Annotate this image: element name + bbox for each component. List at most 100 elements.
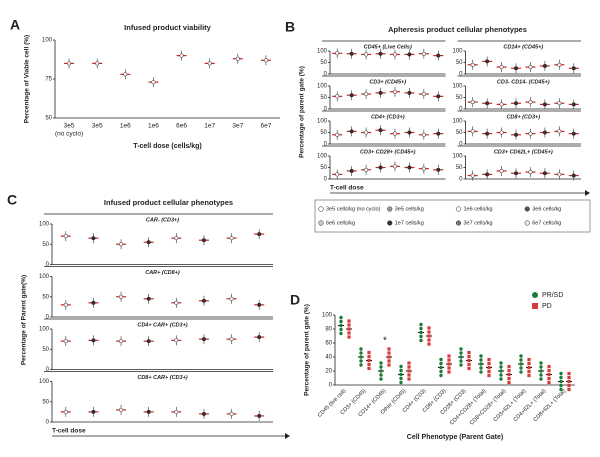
dot-group bbox=[120, 69, 131, 80]
x-axis-label: T-cell dose (cells/kg) bbox=[133, 143, 201, 150]
y-tick-label: 40 bbox=[325, 355, 332, 361]
y-tick-label: 0 bbox=[459, 72, 463, 78]
point bbox=[229, 337, 234, 342]
point bbox=[91, 338, 96, 343]
dot-group bbox=[518, 354, 524, 374]
legend-label: 3e5 cells/kg (no cyclo) bbox=[326, 206, 381, 212]
panel-letter: D bbox=[290, 292, 300, 308]
y-tick-label: 0 bbox=[46, 367, 50, 373]
point bbox=[119, 294, 124, 299]
y-tick-label: 100 bbox=[452, 49, 463, 55]
point bbox=[499, 365, 503, 369]
point bbox=[485, 131, 490, 136]
dot-group bbox=[171, 233, 182, 244]
dot-group bbox=[426, 326, 432, 346]
point bbox=[335, 94, 340, 99]
dot-group bbox=[332, 129, 343, 140]
dot-group bbox=[466, 350, 472, 371]
point bbox=[559, 379, 563, 384]
point bbox=[419, 322, 423, 327]
dot-group bbox=[418, 89, 429, 100]
dot-group bbox=[389, 128, 400, 139]
dot-group bbox=[467, 170, 478, 181]
point bbox=[407, 165, 412, 170]
point bbox=[201, 238, 206, 243]
point bbox=[174, 338, 179, 343]
point bbox=[179, 53, 184, 58]
point bbox=[201, 298, 206, 303]
point bbox=[339, 331, 343, 336]
dot-group bbox=[482, 128, 493, 139]
point bbox=[547, 376, 551, 381]
dot-group bbox=[538, 361, 544, 381]
dot-group bbox=[511, 63, 522, 74]
point bbox=[347, 323, 351, 327]
point bbox=[123, 72, 128, 77]
point bbox=[119, 339, 124, 344]
point bbox=[392, 164, 398, 169]
dot-group bbox=[554, 169, 565, 180]
dot-group bbox=[498, 361, 504, 381]
point bbox=[559, 375, 563, 380]
y-tick-label: 0 bbox=[459, 177, 463, 183]
point bbox=[407, 373, 411, 377]
point bbox=[527, 369, 531, 374]
dot-group bbox=[92, 58, 103, 69]
dot-group bbox=[358, 347, 364, 367]
point bbox=[567, 387, 571, 392]
dot-group bbox=[226, 408, 237, 419]
dot-group bbox=[88, 233, 99, 244]
point bbox=[519, 358, 523, 362]
y-tick-label: 100 bbox=[317, 84, 328, 90]
dot-group bbox=[566, 371, 572, 392]
point bbox=[547, 372, 551, 377]
point bbox=[439, 365, 443, 370]
subplot-title: CD8+ (CD3+) bbox=[506, 114, 540, 120]
point bbox=[407, 365, 411, 369]
point bbox=[399, 380, 403, 385]
dot-group bbox=[60, 406, 71, 417]
point bbox=[519, 370, 523, 374]
panel-letter: A bbox=[10, 17, 20, 33]
point bbox=[364, 92, 369, 97]
point bbox=[436, 167, 441, 172]
subplot-title: CD14+ (CD45+) bbox=[503, 44, 543, 50]
legend-label: PR/SD bbox=[542, 292, 563, 299]
y-tick-label: 50 bbox=[42, 399, 49, 405]
point bbox=[527, 357, 531, 362]
x-tick-label: 3e5 bbox=[92, 123, 103, 130]
point bbox=[151, 80, 156, 85]
annotation: * bbox=[383, 336, 387, 347]
point bbox=[229, 296, 234, 301]
dot-group bbox=[568, 128, 579, 139]
point bbox=[439, 361, 443, 366]
point bbox=[378, 90, 383, 95]
dot-group bbox=[418, 163, 429, 174]
legend-label: 3e5 cells/kg bbox=[395, 206, 424, 212]
point bbox=[421, 166, 426, 171]
dot-group bbox=[404, 127, 415, 138]
point bbox=[407, 52, 412, 57]
point bbox=[436, 94, 441, 99]
point bbox=[407, 377, 411, 381]
point bbox=[379, 361, 383, 365]
dot-group bbox=[346, 165, 357, 176]
y-tick-label: 20 bbox=[325, 369, 332, 375]
y-tick-label: 0 bbox=[46, 262, 50, 268]
point bbox=[339, 315, 343, 320]
chart-title: Apheresis product cellular phenotypes bbox=[388, 25, 527, 34]
y-tick-label: 50 bbox=[456, 165, 463, 171]
legend-swatch bbox=[318, 220, 324, 226]
point bbox=[487, 373, 491, 378]
point bbox=[513, 171, 519, 176]
point bbox=[447, 366, 451, 370]
dot-group bbox=[361, 164, 372, 175]
dot-group bbox=[338, 315, 344, 336]
point bbox=[349, 168, 354, 173]
dot-group bbox=[446, 354, 452, 374]
point bbox=[63, 339, 68, 344]
point bbox=[378, 165, 383, 170]
point bbox=[347, 327, 351, 331]
point bbox=[63, 302, 68, 307]
dot-group bbox=[88, 406, 99, 417]
